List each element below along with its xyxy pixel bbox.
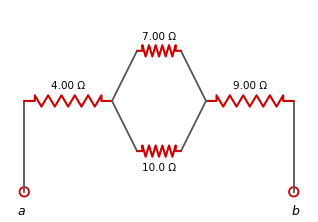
Text: 9.00 Ω: 9.00 Ω <box>233 81 267 91</box>
Text: a: a <box>17 205 25 218</box>
Text: 10.0 Ω: 10.0 Ω <box>142 163 176 173</box>
Text: 7.00 Ω: 7.00 Ω <box>142 32 176 42</box>
Text: 4.00 Ω: 4.00 Ω <box>51 81 85 91</box>
Text: b: b <box>291 205 299 218</box>
